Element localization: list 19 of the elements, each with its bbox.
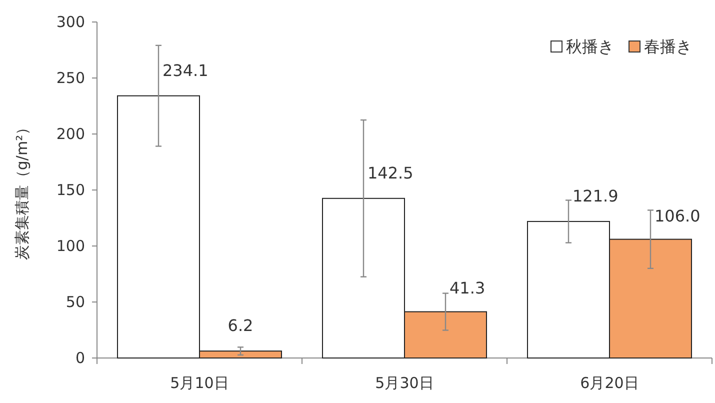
legend: 秋播き 春播き [550,37,692,56]
text: 121.9 [572,186,618,206]
y-axis-title: 炭素集積量（g/m²） [13,120,31,260]
y-tick-label: 150 [56,181,85,199]
y-tick-label: 0 [75,349,85,367]
text: 41.3 [450,278,486,298]
y-tick-label: 200 [56,125,85,143]
y-tick-label: 300 [56,13,85,31]
x-tick-label: 6月20日 [580,374,639,392]
text: 142.5 [368,163,414,182]
x-tick-label: 5月10日 [170,374,229,392]
text: 106.0 [654,206,700,226]
y-tick-label: 100 [56,237,85,255]
text: 6.2 [228,316,254,336]
legend-label: 春播き [644,37,692,56]
text: 234.1 [162,60,208,80]
y-tick-label: 250 [56,69,85,87]
y-tick-label: 50 [66,293,85,311]
x-tick-label: 5月30日 [375,374,434,392]
